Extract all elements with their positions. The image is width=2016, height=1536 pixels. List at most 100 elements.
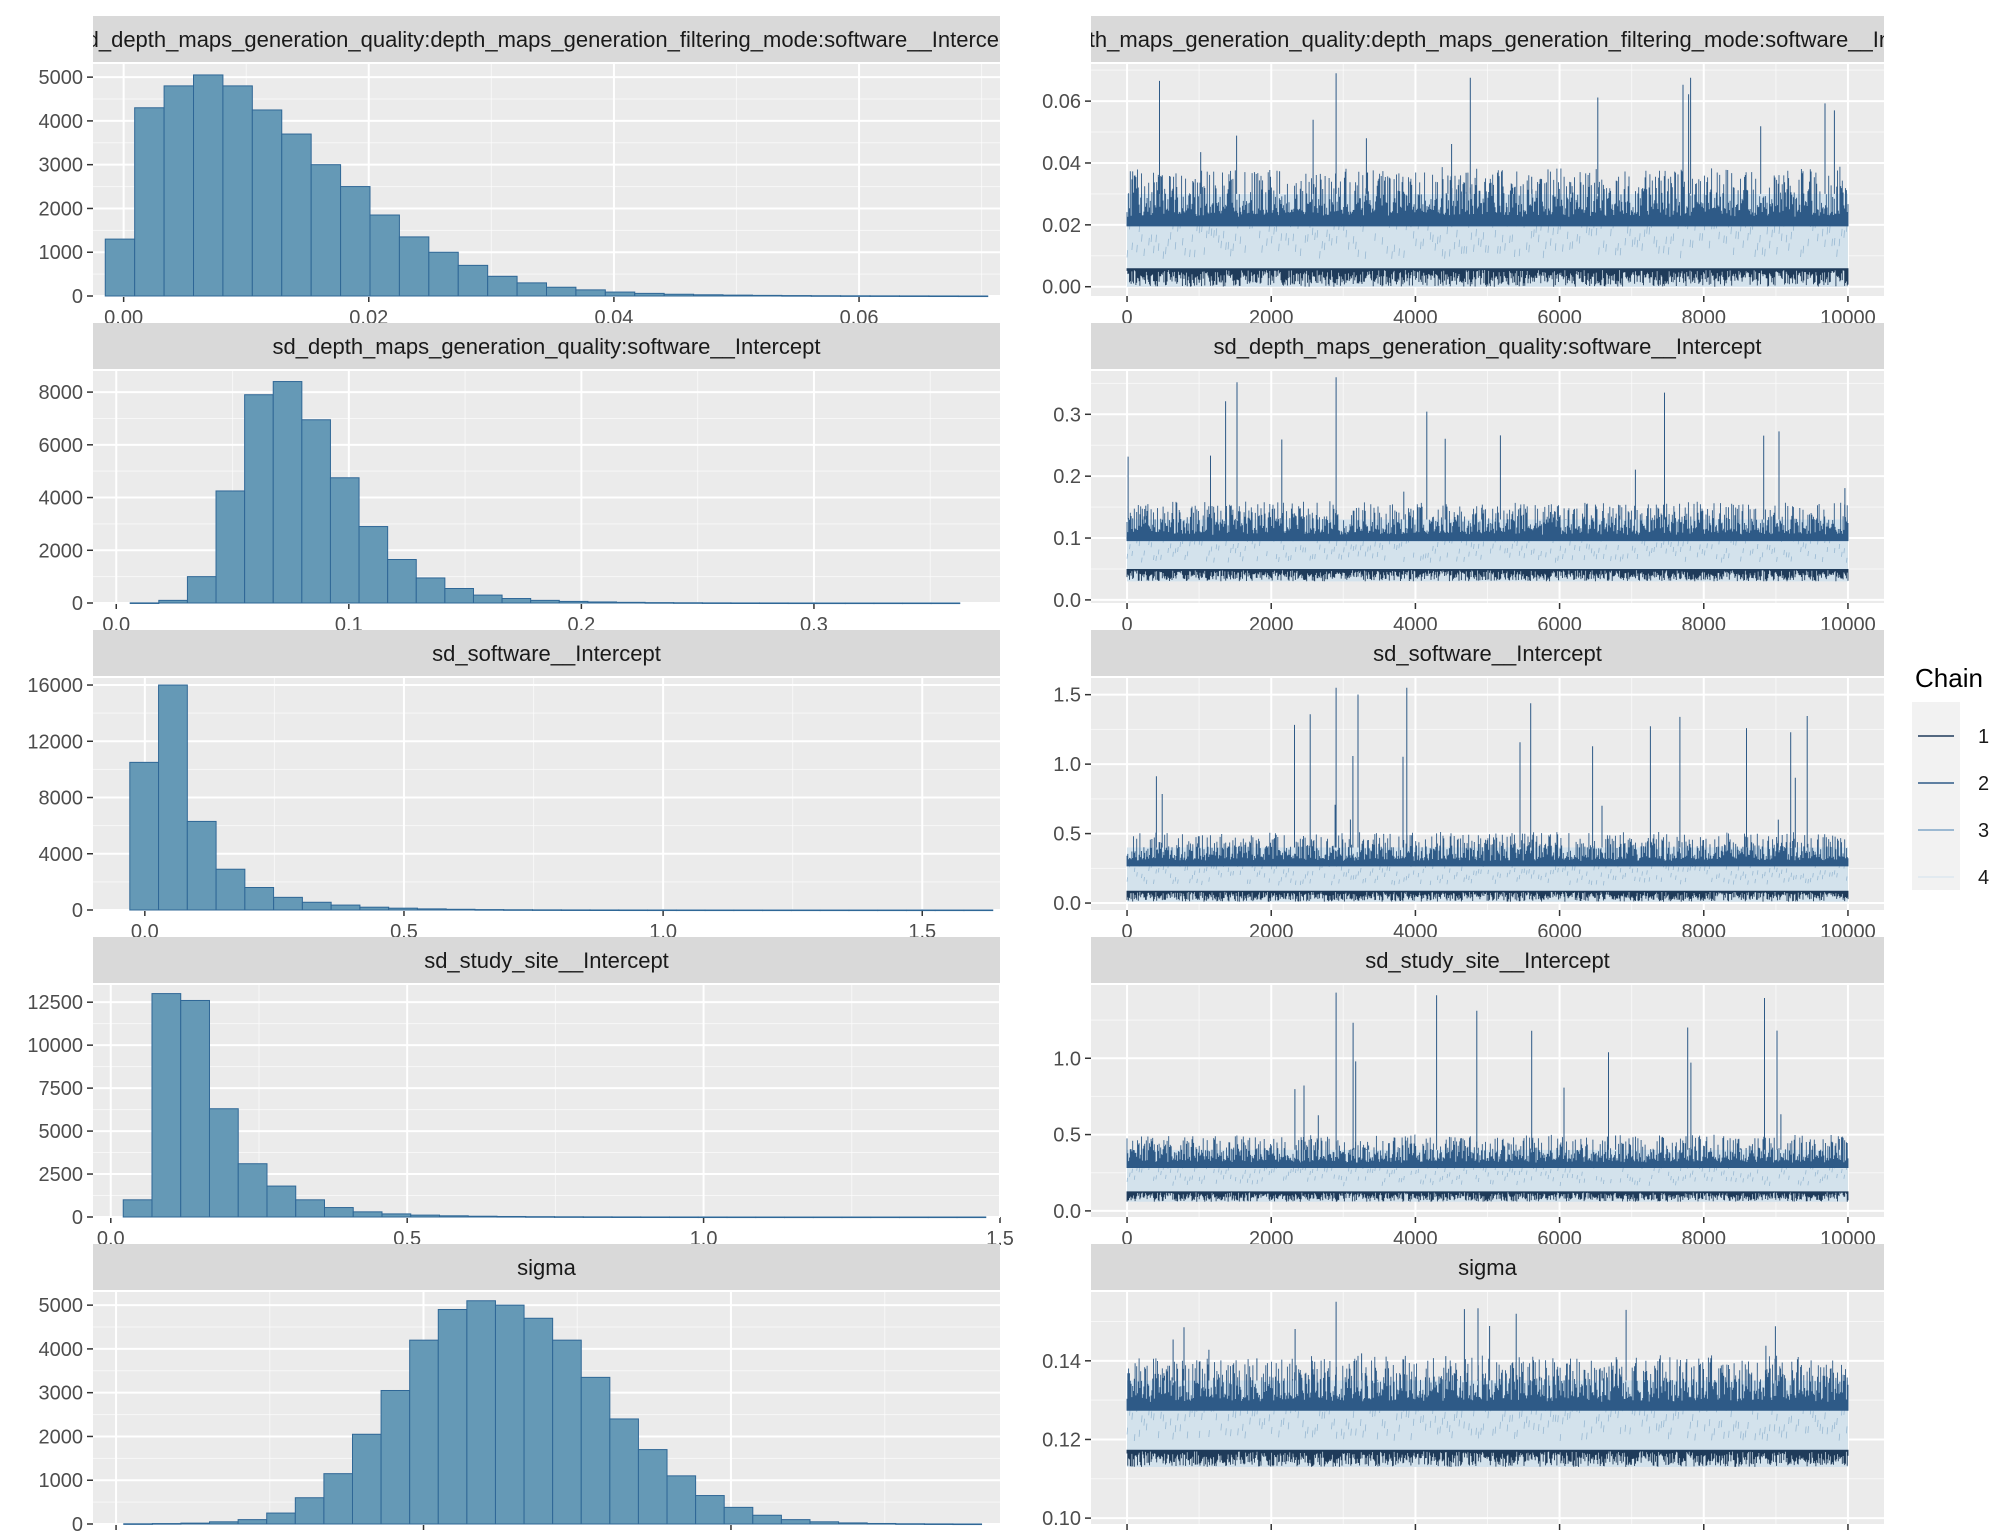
histogram-bar: [644, 602, 675, 604]
histogram-bar: [587, 601, 618, 604]
histogram-bar: [730, 602, 761, 604]
trace-chain-2: [1126, 1134, 1849, 1168]
histogram-bar: [666, 1475, 697, 1525]
histogram-bar: [438, 1215, 469, 1218]
legend-title: Chain: [1915, 663, 1983, 693]
histogram-panel-1: sd_depth_maps_generation_quality:depth_m…: [39, 16, 1000, 329]
y-tick-label: 12000: [27, 731, 83, 753]
histogram-bar: [840, 295, 871, 297]
histogram-bar: [295, 1199, 325, 1218]
histogram-bar: [816, 602, 846, 605]
histogram-bar: [523, 1317, 554, 1525]
trace-spikes: [1127, 377, 1846, 520]
facet-strip-label: sd_depth_maps_generation_quality:depth_m…: [1017, 27, 1959, 52]
trace-panel-1: sd_depth_maps_generation_quality:depth_m…: [1017, 16, 1959, 329]
histogram-bar: [163, 85, 195, 297]
histogram-bar: [530, 599, 560, 604]
histogram-bar: [244, 887, 275, 911]
histogram-bar: [381, 1213, 412, 1218]
facet-strip: [93, 630, 1000, 676]
histogram-bar: [873, 602, 904, 605]
trace-panel-5: sigma02000400060008000100000.100.120.14: [1042, 1244, 1884, 1536]
histogram-bar: [445, 908, 476, 911]
y-tick-label: 4000: [39, 488, 84, 510]
histogram-bar: [819, 909, 850, 912]
y-tick-label: 10000: [27, 1035, 83, 1057]
histogram-bar: [616, 601, 646, 604]
histogram-bar: [963, 909, 994, 912]
histogram-bar: [589, 909, 620, 912]
histogram-bar: [294, 1497, 325, 1525]
facet-strip-label: sd_study_site__Intercept: [1365, 948, 1610, 973]
x-tick-label: 0: [1121, 921, 1132, 943]
y-tick-label: 0.12: [1042, 1429, 1081, 1451]
histogram-bar: [323, 1207, 354, 1218]
histogram-bar: [410, 1214, 440, 1218]
y-tick-label: 1000: [39, 242, 84, 264]
histogram-bar: [122, 1199, 153, 1218]
histogram-bar: [310, 164, 342, 297]
y-tick-label: 12500: [27, 992, 83, 1014]
y-tick-label: 0.14: [1042, 1351, 1081, 1373]
y-tick-label: 2000: [39, 1426, 84, 1448]
y-tick-label: 0.1: [1053, 528, 1081, 550]
histogram-bar: [810, 295, 842, 297]
y-tick-label: 5000: [39, 1295, 84, 1317]
y-tick-label: 1.0: [1053, 1048, 1081, 1070]
histogram-bar: [180, 999, 210, 1218]
trace-panel-2: sd_depth_maps_generation_quality:softwar…: [1053, 323, 1884, 636]
histogram-bar: [928, 295, 959, 298]
histogram-bar: [352, 1211, 383, 1218]
histogram-bar: [898, 295, 930, 297]
facet-strip-label: sd_study_site__Intercept: [424, 948, 669, 973]
legend-key-background: [1912, 702, 1960, 890]
histogram-bar: [759, 602, 789, 605]
histogram-bar: [618, 909, 649, 912]
histogram-bar: [762, 909, 792, 912]
histogram-bar: [554, 1216, 584, 1218]
facet-strip: [93, 1244, 1000, 1290]
histogram-bar: [104, 238, 136, 297]
facet-strip: [1091, 937, 1884, 983]
facet-strip-label: sigma: [517, 1255, 576, 1280]
histogram-bar: [640, 1216, 671, 1219]
histogram-bar: [952, 1523, 983, 1526]
trace-chain-1: [1126, 1449, 1849, 1467]
y-tick-label: 0.0: [1053, 1201, 1081, 1223]
histogram-bar: [358, 526, 389, 604]
facet-strip: [1091, 323, 1884, 369]
histogram-bar: [193, 74, 224, 297]
y-tick-label: 16000: [27, 675, 83, 697]
histogram-bar: [647, 909, 677, 912]
histogram-bar: [222, 85, 253, 297]
y-tick-label: 8000: [39, 382, 84, 404]
histogram-bar: [415, 577, 446, 604]
histogram-bar: [151, 993, 182, 1218]
histogram-bar: [956, 1216, 987, 1219]
histogram-bar: [494, 1304, 525, 1525]
histogram-bar: [208, 1108, 239, 1218]
trace-chain-2: [1126, 1355, 1849, 1411]
y-tick-label: 0: [72, 286, 83, 308]
histogram-bar: [301, 419, 331, 604]
histogram-bar: [755, 1216, 786, 1219]
histogram-bar: [501, 598, 532, 604]
histogram-bar: [838, 1522, 868, 1525]
facet-strip-label: sd_depth_maps_generation_quality:softwar…: [273, 334, 821, 359]
y-tick-label: 8000: [39, 788, 84, 810]
histogram-bar: [675, 909, 706, 912]
facet-strip-label: sd_software__Intercept: [1373, 641, 1602, 666]
histogram-bar: [503, 909, 534, 911]
histogram-bar: [186, 820, 217, 911]
facet-strip-label: sd_depth_maps_generation_quality:softwar…: [1214, 334, 1762, 359]
histogram-bar: [582, 1216, 613, 1218]
facet-strip: [93, 323, 1000, 369]
histogram-bar: [809, 1521, 840, 1525]
histogram-bar: [329, 477, 360, 604]
histogram-bar: [552, 1339, 582, 1525]
histogram-bar: [516, 282, 548, 297]
histogram-bar: [751, 294, 783, 297]
y-tick-label: 0.06: [1042, 91, 1081, 113]
trace-chain-2: [1126, 166, 1849, 227]
